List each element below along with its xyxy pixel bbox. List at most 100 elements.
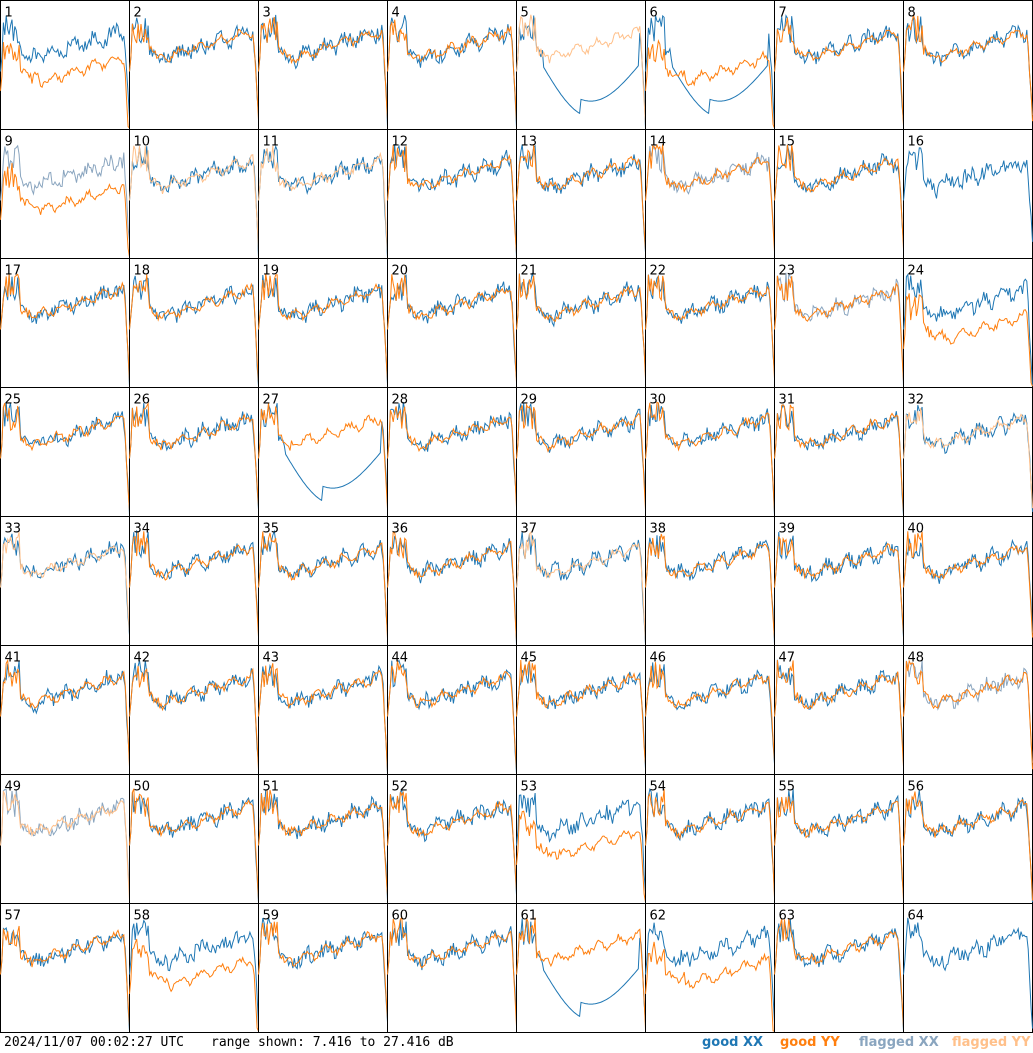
panel-62: 62 [645,903,775,1033]
series-yy-line [645,143,775,252]
panel-frame [903,0,1033,130]
series-yy-line [774,796,904,901]
panel-label: 53 [521,780,538,795]
series-xx-line [774,403,904,516]
panel-frame [129,645,259,775]
panel-label: 24 [908,264,925,279]
series-yy-line [516,143,646,250]
panel-39: 39 [774,516,904,646]
panel-label: 46 [650,651,667,666]
panel-frame [129,387,259,517]
series-yy-line [258,663,388,772]
panel-label: 41 [5,651,22,666]
panel-40: 40 [903,516,1033,646]
panel-label: 7 [779,6,787,21]
panel-frame [516,516,646,646]
panel-label: 11 [263,135,280,150]
series-xx-line [645,14,775,127]
series-xx-line [0,274,130,387]
legend-flagged-xx: flagged XX [859,1035,939,1050]
panel-56: 56 [903,774,1033,904]
panel-frame [258,0,388,130]
panel-frame [645,645,775,775]
panel-label: 12 [392,135,409,150]
panel-52: 52 [387,774,517,904]
series-yy-line [258,145,388,253]
series-yy-line [516,531,646,642]
series-yy-line [387,531,517,642]
series-yy-line [0,531,130,633]
series-yy-line [387,790,517,892]
panel-label: 21 [521,264,538,279]
series-yy-line [387,274,517,383]
panel-frame [387,387,517,517]
series-xx-line [258,917,388,1023]
panel-frame [387,129,517,259]
series-xx-line [387,402,517,502]
series-yy-line [129,531,259,637]
panel-frame [0,645,130,775]
series-yy-line [516,659,646,765]
panel-label: 36 [392,522,409,537]
series-xx-line [516,792,646,892]
panel-label: 40 [908,522,925,537]
panel-frame [903,645,1033,775]
panel-label: 55 [779,780,796,795]
panel-20: 20 [387,258,517,388]
panel-label: 33 [5,522,22,537]
series-xx-line [903,789,1033,903]
series-yy-line [774,144,904,250]
panel-label: 58 [134,909,151,924]
panel-label: 44 [392,651,409,666]
panel-label: 4 [392,6,400,21]
panel-32: 32 [903,387,1033,517]
panel-label: 19 [263,264,280,279]
panel-label: 52 [392,780,409,795]
panel-frame [258,645,388,775]
panel-frame [774,0,904,130]
series-yy-line [387,660,517,770]
panel-label: 48 [908,651,925,666]
series-yy-line [129,274,259,383]
panel-44: 44 [387,645,517,775]
panel-frame [774,774,904,904]
series-yy-line [903,659,1033,770]
series-xx-line [516,272,646,373]
panel-14: 14 [645,129,775,259]
series-yy-line [129,401,259,507]
panel-frame [129,129,259,259]
panel-8: 8 [903,0,1033,130]
panel-frame [903,387,1033,517]
panel-frame [774,903,904,1033]
panel-58: 58 [129,903,259,1033]
series-yy-line [258,789,388,896]
series-xx-line [258,274,388,384]
panel-frame [774,516,904,646]
series-yy-line [387,144,517,254]
series-yy-line [129,23,259,121]
series-xx-line [645,535,775,644]
panel-frame [774,129,904,259]
panel-33: 33 [0,516,130,646]
series-xx-line [516,531,646,645]
panel-label: 22 [650,264,667,279]
panel-frame [516,0,646,130]
panel-label: 37 [521,522,538,537]
panel-label: 54 [650,780,667,795]
series-yy-line [258,16,388,120]
series-yy-line [645,662,775,761]
panel-42: 42 [129,645,259,775]
series-yy-line [903,293,1033,387]
panel-label: 42 [134,651,151,666]
panel-29: 29 [516,387,646,517]
panel-label: 34 [134,522,151,537]
series-xx-line [0,402,130,516]
panel-label: 60 [392,909,409,924]
series-yy-line [258,403,388,509]
series-yy-line [387,406,517,508]
panel-label: 16 [908,135,925,150]
panel-frame [0,774,130,904]
series-yy-line [0,658,130,767]
series-xx-line [903,660,1033,763]
series-xx-line [387,274,517,378]
